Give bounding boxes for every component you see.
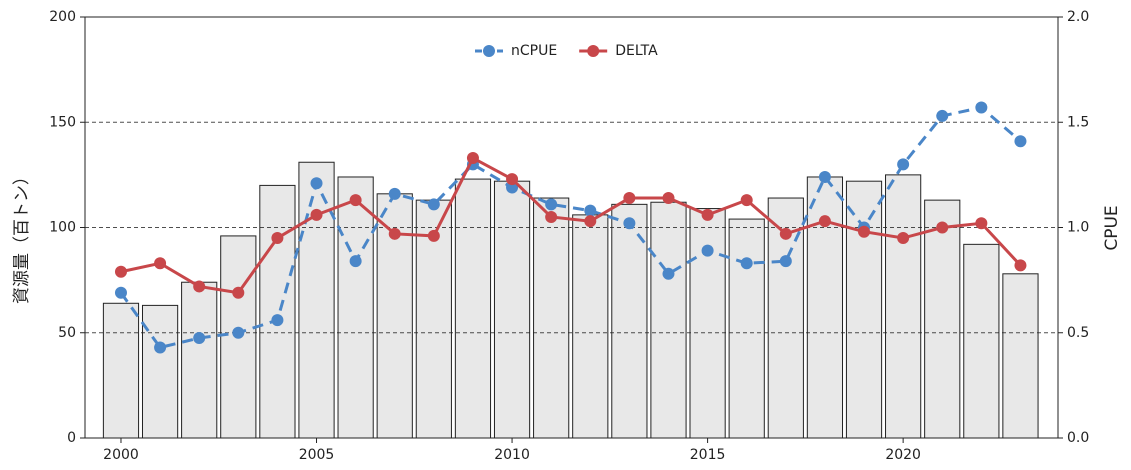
- legend-label: nCPUE: [511, 43, 557, 59]
- point: [740, 257, 753, 270]
- point: [1014, 259, 1027, 272]
- y-tick-label: 50: [58, 325, 76, 341]
- point: [545, 210, 558, 223]
- point: [506, 181, 519, 194]
- point: [818, 170, 831, 183]
- y2-tick-label: 2.0: [1067, 9, 1089, 25]
- bar: [689, 208, 726, 439]
- legend-marker: [483, 45, 495, 57]
- bar: [963, 243, 1000, 439]
- point: [701, 244, 714, 257]
- y2-tick-label: 1.5: [1067, 114, 1089, 130]
- bar: [1002, 273, 1039, 439]
- y2-tick-label: 0.5: [1067, 325, 1089, 341]
- bar: [572, 214, 609, 439]
- point: [897, 158, 910, 171]
- point: [975, 217, 988, 230]
- bar: [337, 176, 374, 439]
- point: [975, 101, 988, 114]
- y-tick-label: 150: [49, 114, 76, 130]
- point: [584, 204, 597, 217]
- point: [740, 194, 753, 207]
- x-tick-label: 2020: [885, 447, 921, 463]
- point: [232, 286, 245, 299]
- point: [506, 173, 519, 186]
- point: [114, 265, 127, 278]
- x-tick-label: 2015: [690, 447, 726, 463]
- y-axis-label: 資源量（百トン）: [12, 168, 32, 304]
- bar: [728, 218, 765, 439]
- point: [858, 225, 871, 238]
- point: [623, 192, 636, 205]
- point: [232, 326, 245, 339]
- point: [193, 332, 206, 345]
- point: [623, 217, 636, 230]
- bar: [454, 178, 492, 439]
- legend-label: DELTA: [615, 43, 658, 59]
- x-tick-label: 2005: [299, 447, 335, 463]
- point: [310, 177, 323, 190]
- point: [310, 208, 323, 221]
- x-tick-label: 2010: [494, 447, 530, 463]
- bar: [259, 184, 296, 439]
- point: [271, 232, 284, 245]
- bar: [102, 302, 140, 439]
- plot-frame: [84, 16, 1059, 439]
- y2-tick-label: 0.0: [1067, 430, 1089, 446]
- point: [779, 255, 792, 268]
- point: [662, 267, 675, 280]
- point: [662, 192, 675, 205]
- y-tick-label: 0: [67, 430, 76, 446]
- point: [897, 232, 910, 245]
- bar: [924, 199, 961, 439]
- bar: [611, 203, 648, 439]
- point: [427, 229, 440, 242]
- point: [114, 286, 127, 299]
- y2-tick-label: 1.0: [1067, 220, 1089, 236]
- point: [818, 215, 831, 228]
- point: [584, 215, 597, 228]
- line: [119, 105, 1022, 350]
- point: [154, 257, 167, 270]
- point: [349, 255, 362, 268]
- bar: [885, 174, 922, 439]
- point: [271, 314, 284, 327]
- bar: [181, 281, 218, 439]
- bar: [650, 201, 687, 439]
- bar: [493, 180, 531, 439]
- y2-axis-label: CPUE: [1102, 205, 1122, 250]
- y-tick-label: 200: [49, 9, 76, 25]
- point: [779, 227, 792, 240]
- point: [545, 198, 558, 211]
- point: [427, 198, 440, 211]
- y-tick-label: 100: [49, 220, 76, 236]
- point: [154, 341, 167, 354]
- point: [701, 208, 714, 221]
- point: [193, 280, 206, 293]
- bar: [533, 197, 570, 439]
- point: [349, 194, 362, 207]
- legend-marker: [587, 45, 600, 57]
- bar: [141, 304, 179, 439]
- x-tick-label: 2000: [103, 447, 139, 463]
- point: [388, 227, 401, 240]
- point: [466, 152, 479, 165]
- point: [1014, 135, 1027, 148]
- point: [936, 109, 949, 122]
- line: [120, 155, 1022, 295]
- point: [388, 187, 401, 200]
- bar: [845, 180, 883, 439]
- point: [936, 221, 949, 234]
- bar: [298, 161, 335, 439]
